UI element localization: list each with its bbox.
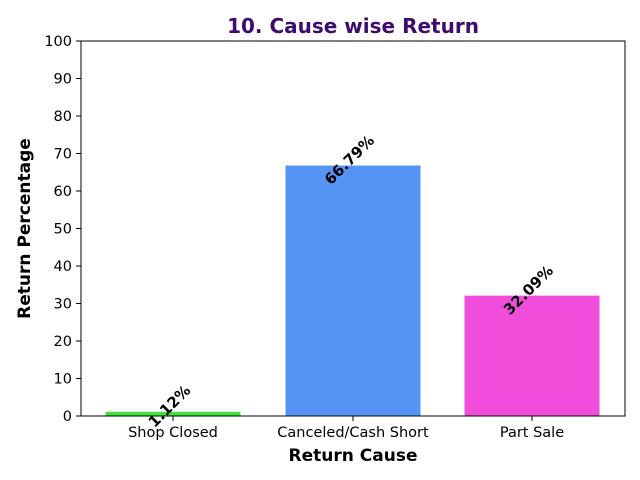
y-tick-label: 80 [54,109,72,125]
x-axis-label: Return Cause [289,446,418,466]
data-label: 1.12% [145,381,195,431]
plot-frame [80,40,626,417]
bar [464,295,600,416]
bar [105,411,241,416]
y-tick-label: 90 [54,72,72,88]
y-tick-label: 30 [54,297,72,313]
chart-title: 10. Cause wise Return [227,14,479,38]
y-tick-label: 70 [54,147,72,163]
y-tick-label: 20 [54,334,72,350]
y-tick-label: 60 [54,184,72,200]
x-axis-ticks: Shop Closed Canceled/Cash Short Part Sale [128,416,564,441]
y-tick-label: 0 [63,409,72,425]
y-tick-label: 10 [54,372,72,388]
y-axis-ticks: 0 10 20 30 40 50 60 70 80 90 100 [44,34,81,425]
bar [285,165,421,416]
y-tick-label: 40 [54,259,72,275]
y-tick-label: 50 [54,222,72,238]
x-tick-label: Canceled/Cash Short [277,425,429,441]
bars [105,165,600,416]
y-axis-label: Return Percentage [15,138,35,319]
x-tick-label: Shop Closed [128,425,218,441]
x-tick-label: Part Sale [500,425,564,441]
y-tick-label: 100 [44,34,72,50]
